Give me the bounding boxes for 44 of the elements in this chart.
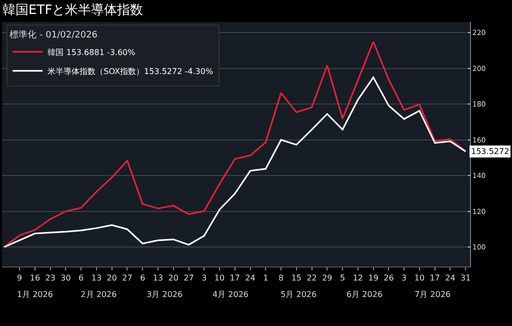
x-tick-label: 27 [122,273,132,282]
x2-tick-label: 1月 2026 [16,290,53,299]
x-tick-label: 9 [17,273,22,282]
legend-title: 標準化 - 01/02/2026 [10,29,98,40]
x-tick-label: 17 [430,273,440,282]
x-tick-label: 13 [91,273,102,282]
legend-label: 米半導体指数（SOX指数）153.5272 -4.30% [48,66,214,76]
x-tick-label: 6 [78,273,84,282]
x2-tick-label: 2月 2026 [80,290,117,299]
x-tick-label: 24 [245,273,256,282]
x-tick-label: 8 [278,273,284,282]
x-tick-label: 10 [414,273,425,282]
x-tick-label: 15 [291,273,302,282]
x-tick-label: 22 [306,273,317,282]
x2-tick-label: 6月 2026 [346,290,383,299]
data-label: 153.5272 [471,147,510,156]
x-tick-label: 12 [352,273,364,282]
x2-tick-label: 4月 2026 [212,290,249,299]
x-tick-label: 3 [402,273,407,282]
x2-tick-label: 5月 2026 [280,290,317,299]
x-tick-label: 23 [45,273,56,282]
x-tick-label: 6 [140,273,146,282]
x-tick-label: 27 [184,273,194,282]
x-tick-label: 10 [214,273,225,282]
x-tick-label: 29 [322,273,332,282]
line-series [3,40,466,248]
x-tick-label: 3 [202,273,207,282]
x-tick-label: 20 [168,273,178,282]
x-tick-label: 24 [445,273,456,282]
line-series [3,76,466,248]
x2-tick-label: 7月 2026 [414,290,451,299]
x-tick-label: 17 [230,273,240,282]
legend-label: 韓国 153.6881 -3.60% [48,48,136,57]
x2-tick-label: 3月 2026 [146,290,183,299]
x-tick-label: 19 [368,273,378,282]
x-tick-label: 1 [263,273,268,282]
x-tick-label: 30 [60,273,71,282]
x-tick-label: 13 [152,273,164,282]
x-tick-label: 31 [460,273,471,282]
x-tick-label: 5 [340,273,346,282]
chart-title: 韓国ETFと米半導体指数 [2,2,144,18]
x-tick-label: 20 [106,273,117,282]
x-tick-label: 26 [384,273,394,282]
x-tick-label: 16 [30,273,40,282]
